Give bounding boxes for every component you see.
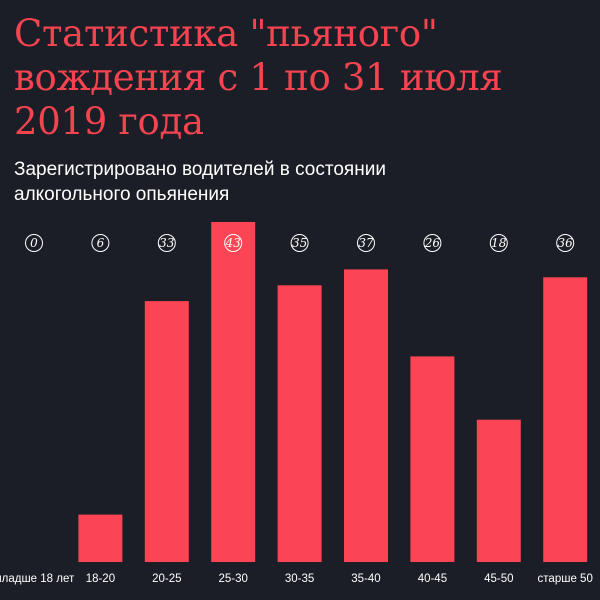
bar-8 [543,277,588,562]
value-circle-4 [290,234,309,252]
value-label-6: 26 [424,236,441,250]
value-label-2: 33 [159,236,175,250]
bar-4 [277,285,322,562]
chart-title: Статистика "пьяного" вождения с 1 по 31 … [14,12,503,143]
value-circle-6 [423,234,442,252]
category-label-8: старше 50 [538,573,593,585]
value-label-1: 6 [97,236,105,250]
value-label-4: 35 [292,236,307,250]
value-circle-3 [224,234,243,252]
value-label-0: 0 [30,236,38,250]
chart-subtitle: Зарегистрировано водителей в состоянии а… [14,159,386,205]
bar-6 [410,356,455,562]
category-label-4: 30-35 [285,573,314,585]
category-label-7: 45-50 [484,573,513,585]
value-circle-5 [357,234,375,252]
category-label-1: 18-20 [86,573,115,585]
value-circle-7 [489,234,508,252]
value-label-7: 18 [491,236,507,250]
bar-3 [211,222,256,562]
value-circle-2 [157,234,176,252]
category-label-3: 25-30 [218,573,247,585]
bar-7 [476,419,521,562]
value-label-3: 43 [225,236,242,250]
value-label-5: 37 [358,236,374,250]
category-label-2: 20-25 [152,573,181,585]
value-label-8: 36 [558,236,574,250]
value-circle-1 [91,234,110,252]
value-circle-8 [556,234,575,252]
bar-1 [78,514,123,562]
bar-5 [344,269,388,562]
category-label-0: младше 18 лет [0,573,75,585]
value-circle-0 [25,234,43,252]
category-label-6: 40-45 [418,573,447,585]
category-label-5: 35-40 [351,573,380,585]
bar-2 [144,301,189,562]
